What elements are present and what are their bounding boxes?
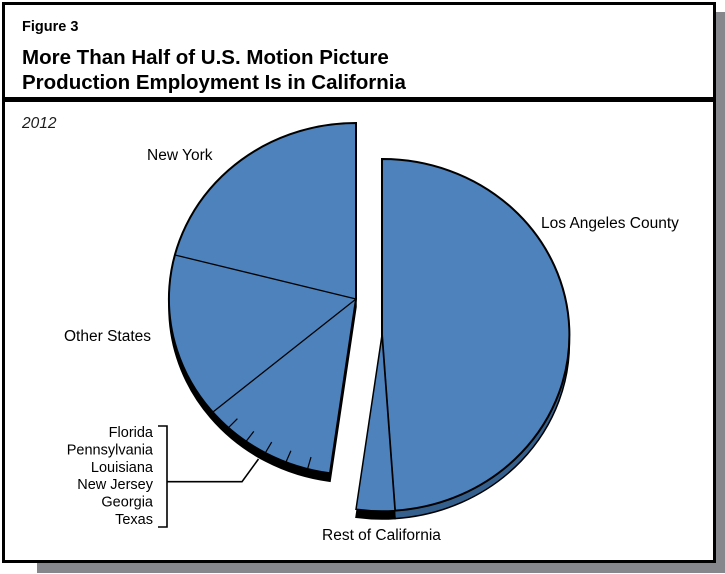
pie-slice-los-angeles	[381, 157, 571, 512]
small-state-slice-ticks	[224, 418, 312, 475]
figure-number-label: Figure 3	[22, 19, 78, 35]
label-pennsylvania: Pennsylvania	[67, 442, 154, 458]
label-other-states: Other States	[64, 328, 151, 345]
label-los-angeles-county: Los Angeles County	[541, 215, 679, 232]
chart-year-label: 2012	[21, 115, 57, 132]
tick-georgia-texas	[305, 456, 312, 475]
figure-title-line2: Production Employment Is in California	[22, 71, 406, 94]
boundary-newyork-otherstates	[174, 254, 357, 300]
boundary-otherstates-smallstates	[212, 298, 357, 413]
tick-pennsylvania-louisiana	[242, 431, 255, 446]
tick-florida-pennsylvania	[224, 418, 238, 432]
figure-title-line1: More Than Half of U.S. Motion Picture	[22, 46, 389, 69]
small-states-connector-line	[167, 458, 260, 483]
tick-newjersey-georgia	[283, 450, 292, 468]
label-louisiana: Louisiana	[91, 460, 154, 476]
label-florida: Florida	[109, 425, 154, 441]
label-georgia: Georgia	[101, 495, 154, 511]
small-states-bracket	[158, 425, 168, 528]
label-new-jersey: New Jersey	[77, 477, 153, 493]
label-rest-of-california: Rest of California	[322, 527, 441, 544]
header-divider-rule	[5, 97, 714, 102]
label-new-york: New York	[147, 147, 213, 164]
tick-louisiana-newjersey	[262, 441, 273, 458]
label-texas: Texas	[115, 512, 153, 528]
pie-slice-rest-of-california	[355, 334, 396, 512]
pie-slice-group-other-us	[167, 121, 357, 475]
small-states-label-list: Florida Pennsylvania Louisiana New Jerse…	[67, 425, 154, 528]
figure-frame	[2, 2, 716, 563]
